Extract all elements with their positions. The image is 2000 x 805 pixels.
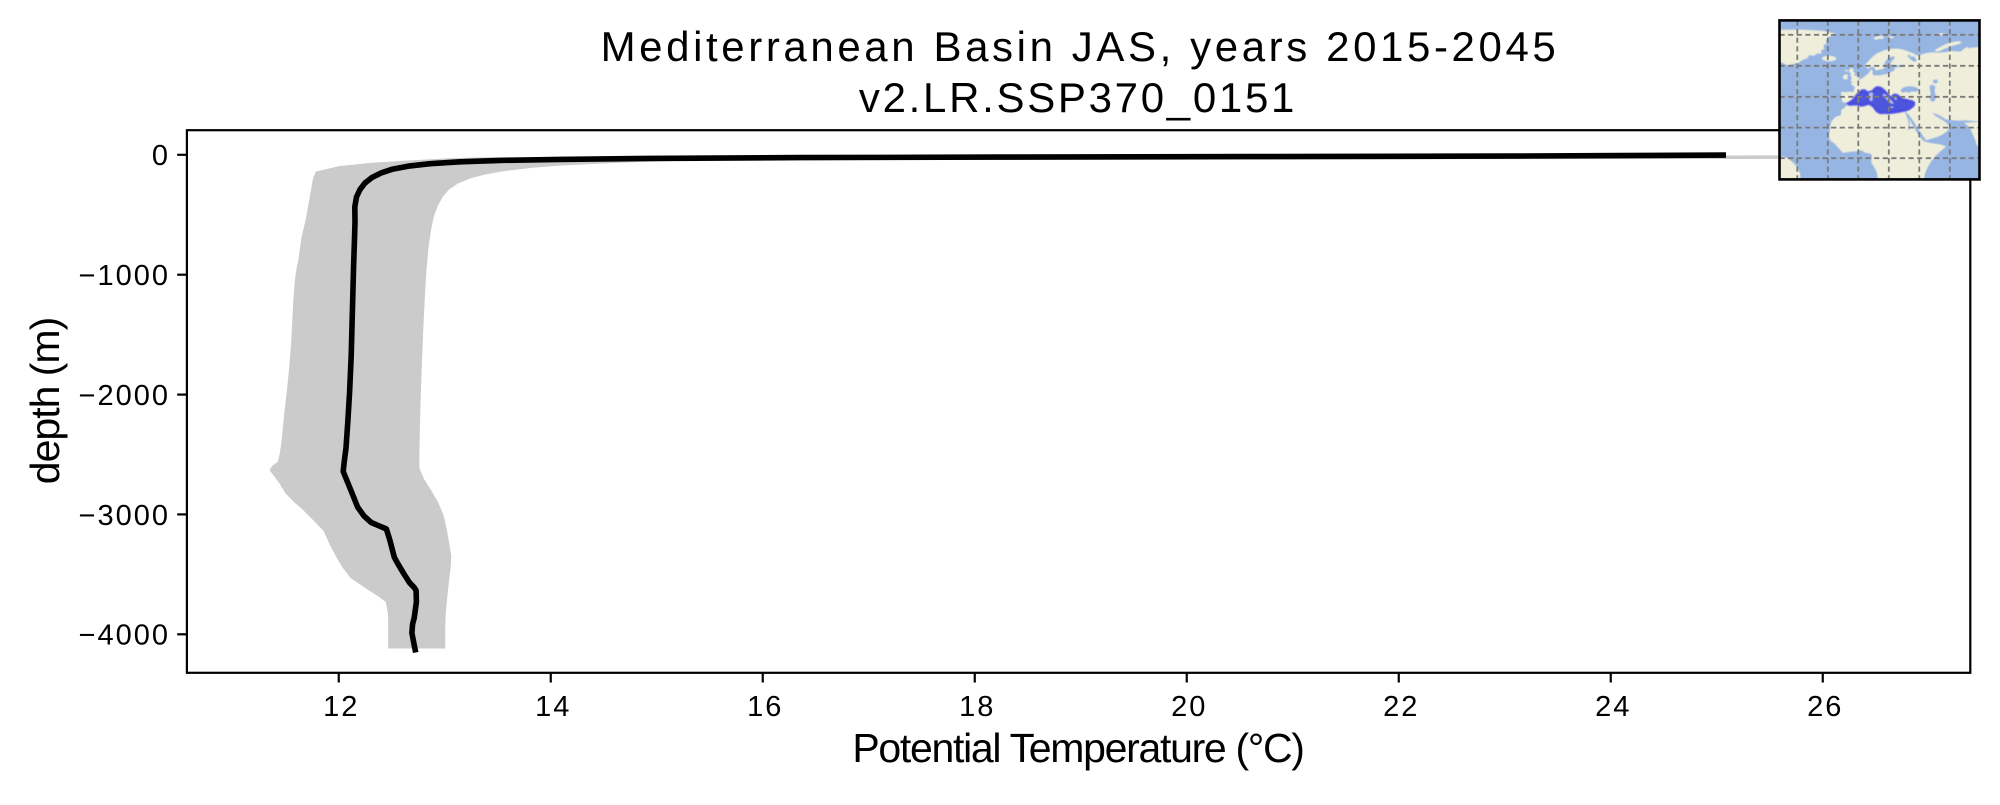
- svg-text:depth (m): depth (m): [22, 318, 68, 484]
- svg-text:14: 14: [535, 691, 571, 723]
- svg-text:12: 12: [323, 691, 359, 723]
- svg-text:18: 18: [959, 691, 995, 723]
- svg-text:v2.LR.SSP370_0151: v2.LR.SSP370_0151: [859, 74, 1297, 121]
- svg-text:26: 26: [1807, 691, 1843, 723]
- svg-text:−1000: −1000: [79, 260, 170, 292]
- svg-text:22: 22: [1383, 691, 1419, 723]
- svg-text:16: 16: [747, 691, 783, 723]
- svg-text:20: 20: [1171, 691, 1207, 723]
- svg-text:Mediterranean Basin JAS, years: Mediterranean Basin JAS, years 2015-2045: [601, 23, 1560, 70]
- svg-text:24: 24: [1595, 691, 1631, 723]
- svg-text:−4000: −4000: [79, 620, 170, 652]
- svg-text:0: 0: [152, 140, 170, 172]
- svg-text:Potential Temperature (°C): Potential Temperature (°C): [852, 725, 1303, 771]
- svg-text:−3000: −3000: [79, 500, 170, 532]
- svg-text:−2000: −2000: [79, 380, 170, 412]
